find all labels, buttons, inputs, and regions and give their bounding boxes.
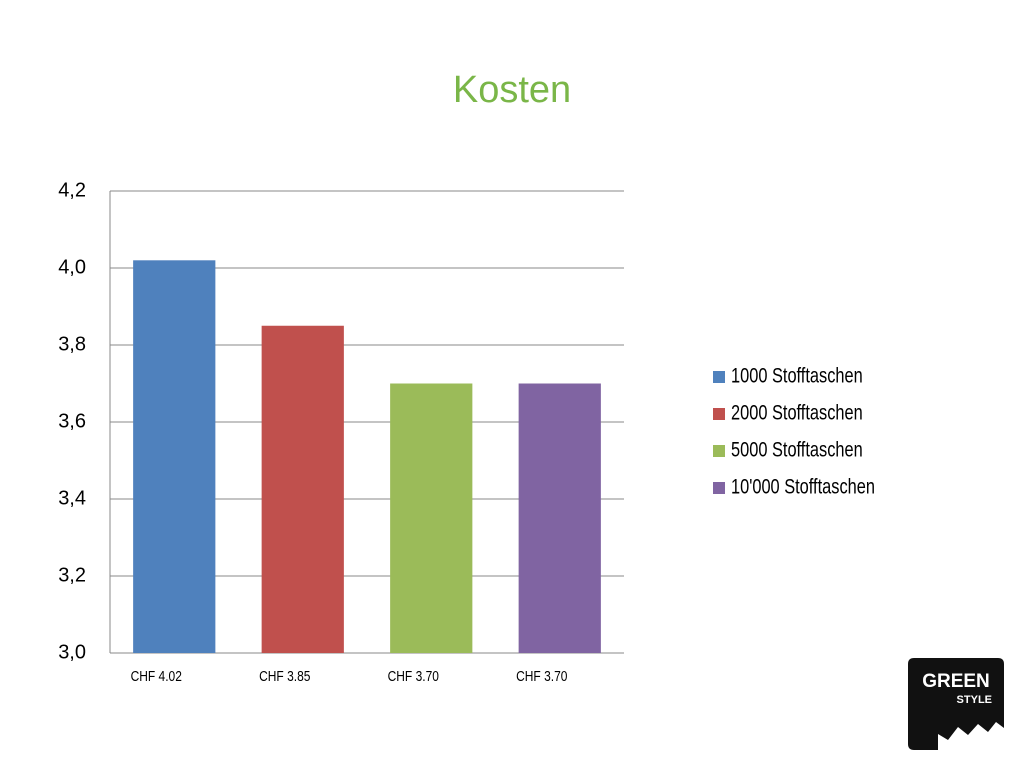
legend-swatch (713, 371, 725, 383)
logo-text: STYLE (957, 694, 992, 706)
y-tick-label: 3,6 (58, 410, 86, 432)
bar (261, 325, 344, 653)
legend-label: 1000 Stofftaschen (731, 364, 863, 387)
y-tick-label: 4,2 (58, 179, 86, 201)
x-tick-label: CHF 3.70 (388, 668, 440, 685)
x-tick-label: CHF 3.85 (259, 668, 310, 685)
y-tick-label: 3,4 (58, 487, 86, 509)
chart-title: Kosten (453, 69, 571, 111)
logo-shape (908, 658, 1004, 750)
legend-label: 2000 Stofftaschen (731, 401, 863, 424)
legend-swatch (713, 445, 725, 457)
y-tick-label: 4,0 (58, 256, 86, 278)
y-tick-label: 3,8 (58, 333, 86, 355)
bar (518, 383, 601, 653)
legend-label: 10'000 Stofftaschen (731, 475, 875, 498)
legend-swatch (713, 482, 725, 494)
y-tick-label: 3,0 (58, 641, 86, 663)
x-tick-label: CHF 4.02 (131, 668, 182, 685)
legend-swatch (713, 408, 725, 420)
y-tick-label: 3,2 (58, 564, 86, 586)
x-tick-label: CHF 3.70 (516, 668, 568, 685)
logo: GREEN STYLE (908, 658, 1004, 750)
logo-text: GREEN (922, 671, 990, 692)
bar (133, 260, 216, 653)
legend-label: 5000 Stofftaschen (731, 438, 863, 461)
bar (390, 383, 473, 653)
